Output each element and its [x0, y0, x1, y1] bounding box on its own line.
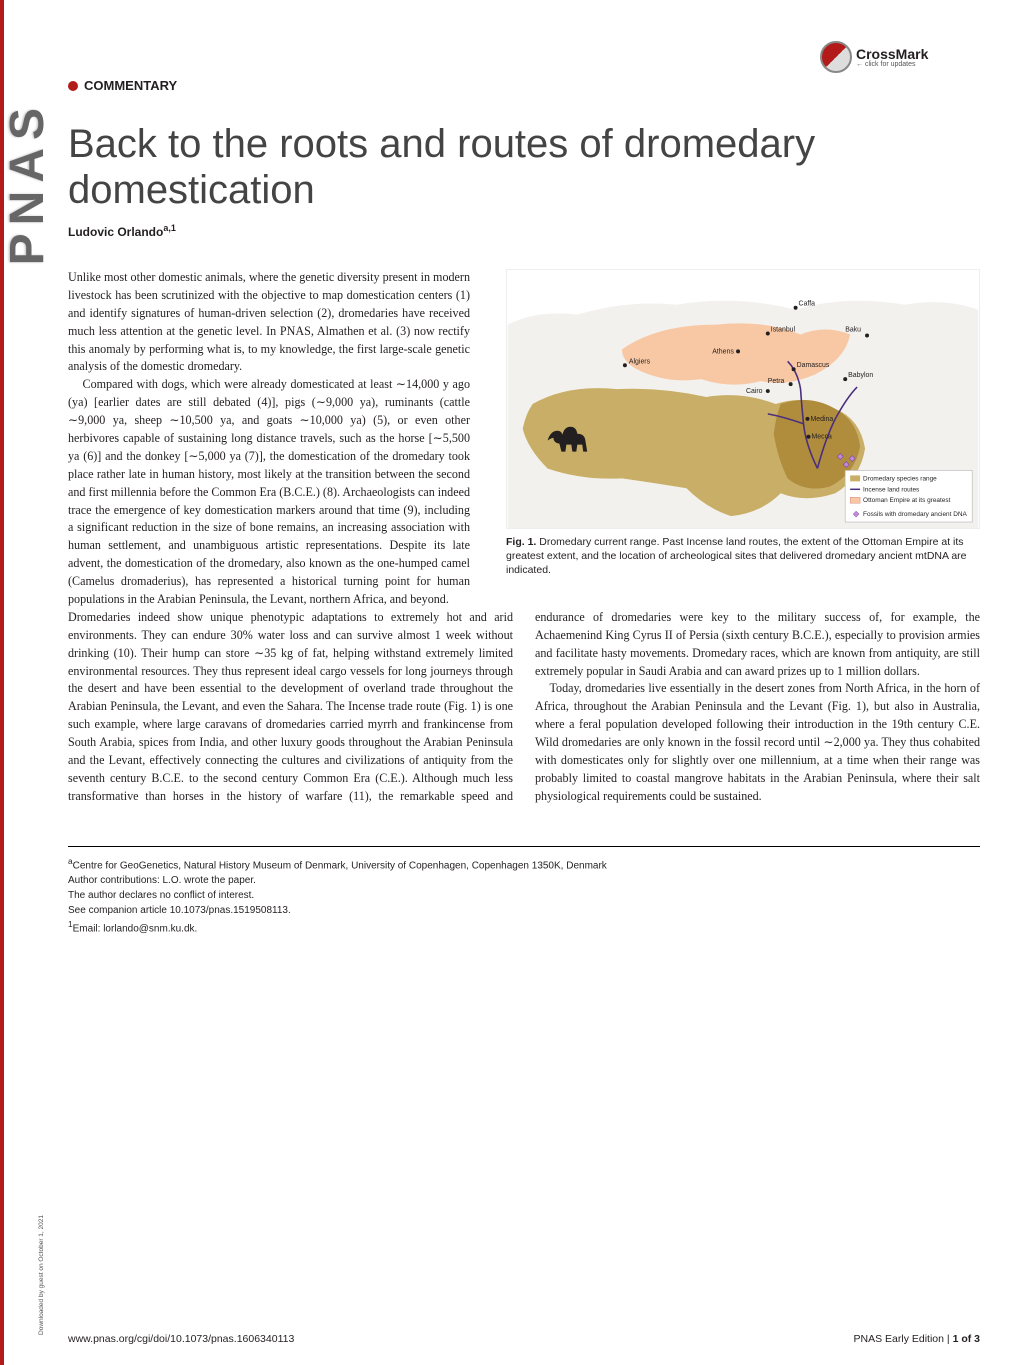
- crossmark-icon: [820, 41, 852, 73]
- svg-text:Dromedary species range: Dromedary species range: [863, 475, 937, 482]
- svg-text:Fossils with dromedary ancient: Fossils with dromedary ancient DNA: [863, 511, 967, 518]
- body-p1: Unlike most other domestic animals, wher…: [68, 269, 470, 376]
- svg-text:Damascus: Damascus: [797, 362, 830, 369]
- footer-doi[interactable]: www.pnas.org/cgi/doi/10.1073/pnas.160634…: [68, 1333, 294, 1345]
- article-title: Back to the roots and routes of dromedar…: [68, 121, 980, 213]
- footnote-coi: The author declares no conflict of inter…: [68, 888, 980, 903]
- svg-text:Petra: Petra: [768, 378, 785, 385]
- svg-text:Caffa: Caffa: [799, 301, 816, 308]
- journal-spine-text: PNAS: [0, 100, 55, 265]
- crossmark-badge[interactable]: CrossMark ← click for updates: [820, 36, 930, 78]
- footnote-companion: See companion article 10.1073/pnas.15195…: [68, 903, 980, 918]
- figure-map-svg: Caffa Istanbul Baku Athens Algiers Damas…: [506, 269, 980, 529]
- figure-caption-label: Fig. 1.: [506, 536, 536, 548]
- page-content: CrossMark ← click for updates COMMENTARY…: [68, 36, 980, 1325]
- author-line: Ludovic Orlandoa,1: [68, 223, 980, 239]
- crossmark-sub: ← click for updates: [856, 61, 928, 68]
- footer-sep: |: [944, 1333, 953, 1345]
- crossmark-text: CrossMark ← click for updates: [856, 47, 928, 68]
- footer-page: 1 of 3: [953, 1333, 980, 1345]
- author-sup: a,1: [163, 223, 176, 233]
- footnote-email: 1Email: lorlando@snm.ku.dk.: [68, 918, 980, 936]
- footer-page-info: PNAS Early Edition | 1 of 3: [854, 1333, 980, 1345]
- svg-text:Ottoman Empire at its greatest: Ottoman Empire at its greatest: [863, 497, 951, 504]
- crossmark-title: CrossMark: [856, 47, 928, 61]
- figure-caption: Fig. 1. Dromedary current range. Past In…: [506, 535, 980, 578]
- footer-prefix: PNAS Early Edition: [854, 1333, 944, 1345]
- svg-text:Mecca: Mecca: [811, 434, 832, 441]
- svg-text:Algiers: Algiers: [629, 358, 651, 365]
- section-label: COMMENTARY: [68, 78, 980, 93]
- svg-text:Babylon: Babylon: [848, 372, 873, 379]
- svg-text:Incense land routes: Incense land routes: [863, 486, 919, 493]
- footnote-affiliation: aCentre for GeoGenetics, Natural History…: [68, 855, 980, 873]
- svg-text:Athens: Athens: [712, 348, 734, 355]
- body-two-col: Dromedaries indeed show unique phenotypi…: [68, 609, 980, 806]
- svg-text:Baku: Baku: [845, 327, 861, 334]
- svg-text:Istanbul: Istanbul: [771, 327, 796, 334]
- footnote-contrib: Author contributions: L.O. wrote the pap…: [68, 873, 980, 888]
- body-p4: Today, dromedaries live essentially in t…: [535, 680, 980, 805]
- author-name: Ludovic Orlando: [68, 225, 163, 239]
- body-wrap-top: Unlike most other domestic animals, wher…: [68, 269, 470, 609]
- svg-text:Medina: Medina: [810, 416, 833, 423]
- page-footer: www.pnas.org/cgi/doi/10.1073/pnas.160634…: [68, 1333, 980, 1345]
- figure-1: Caffa Istanbul Baku Athens Algiers Damas…: [506, 269, 980, 578]
- figure-caption-body: Dromedary current range. Past Incense la…: [506, 536, 967, 576]
- download-note: Downloaded by guest on October 1, 2021: [38, 1215, 45, 1335]
- svg-text:Cairo: Cairo: [746, 388, 763, 395]
- footnotes: aCentre for GeoGenetics, Natural History…: [68, 846, 980, 937]
- journal-spine: PNAS: [6, 0, 48, 1365]
- body-p2a: Compared with dogs, which were already d…: [68, 376, 470, 609]
- section-label-text: COMMENTARY: [84, 78, 177, 93]
